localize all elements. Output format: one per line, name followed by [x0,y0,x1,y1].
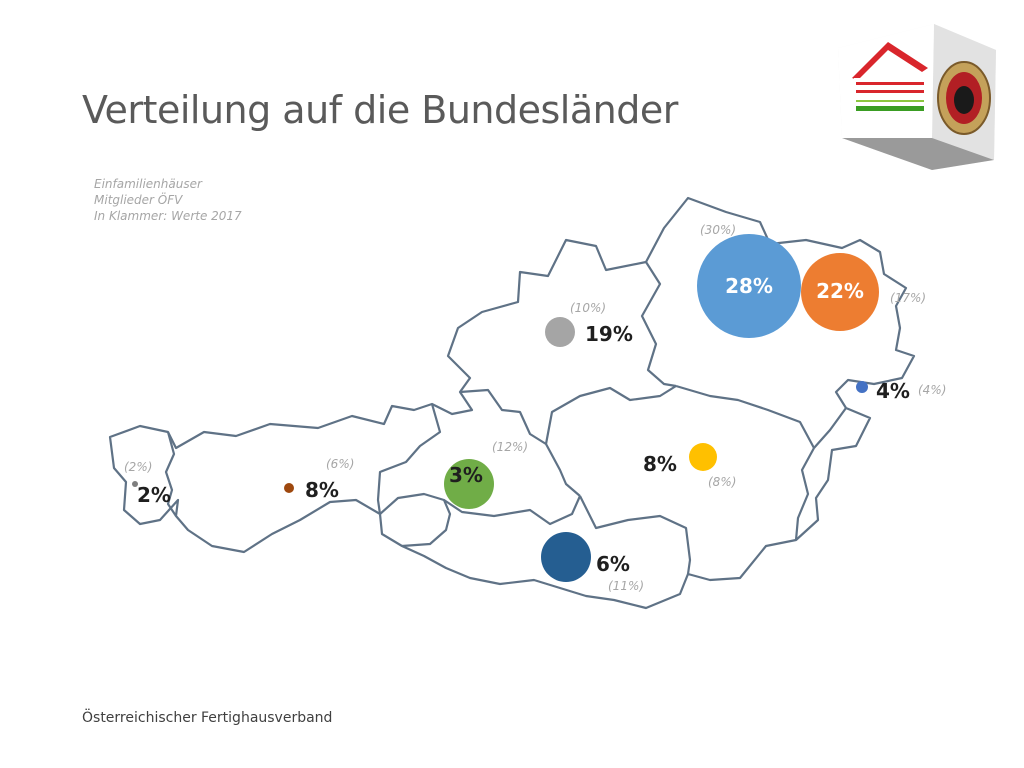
austria-outline [108,196,916,610]
fertighaus-logo [838,20,1008,170]
bubble-group-kaernten: 6% (11%) [541,532,644,593]
value-label-kaernten: 6% [596,552,630,576]
bubble-group-niederoesterreich: 28% (30%) [697,223,801,338]
bubble-group-wien: 22% (17%) [801,253,926,331]
footer-organisation: Österreichischer Fertighausverband [82,710,333,726]
value-label-burgenland: 4% [876,379,910,403]
bubble-burgenland [856,381,868,393]
border-noe-burgenland [813,407,847,449]
map-legend-note: Einfamilienhäuser Mitglieder ÖFV In Klam… [94,176,314,224]
legend-line-3: In Klammer: Werte 2017 [94,209,242,223]
border-salzburg-stmk [545,443,581,497]
value-label-wien: 22% [816,279,864,303]
quality-seal-icon [838,24,996,170]
border-salzburg-ooe [459,388,547,445]
border-stmk-burgenland [794,447,815,541]
legend-line-2: Mitglieder ÖFV [94,193,183,207]
border-ooe-noe [640,261,677,388]
bubble-tirol [284,483,294,493]
bubble-group-vorarlberg: 2% (2%) [124,460,171,507]
prev-year-label-kaernten: (11%) [608,579,644,593]
bubble-group-oberoesterreich: 19% (10%) [545,301,633,347]
border-vorarlberg [164,431,177,517]
legend-line-1: Einfamilienhäuser [94,177,202,191]
bubble-group-steiermark: 8% (8%) [643,443,736,489]
bubble-oberoesterreich [545,317,575,347]
bubble-group-salzburg: 3% (12%) [444,440,528,509]
value-label-steiermark: 8% [643,452,677,476]
border-osttirol [379,492,452,548]
bubble-salzburg [444,459,494,509]
prev-year-label-burgenland: (4%) [918,383,946,397]
prev-year-label-oberoesterreich: (10%) [570,301,606,315]
prev-year-label-tirol: (6%) [326,457,354,471]
prev-year-label-steiermark: (8%) [708,475,736,489]
bubble-steiermark [689,443,717,471]
bubble-group-tirol: 8% (6%) [284,457,354,502]
bubble-wien [801,253,879,331]
bubble-niederoesterreich [697,234,801,338]
border-noe-stmk [675,384,815,449]
prev-year-label-vorarlberg: (2%) [124,460,152,474]
bubble-kaernten [541,532,591,582]
page-title: Verteilung auf die Bundesländer [82,88,678,132]
border-ooe-stmk [544,385,677,445]
prev-year-label-wien: (17%) [890,291,926,305]
bubble-layer: 2% (2%) 8% (6%) 3% (12%) 19% (10%) 28% (30%) 22% (1… [124,223,946,593]
value-label-tirol: 8% [305,478,339,502]
bubble-group-burgenland: 4% (4%) [856,379,946,403]
border-stmk-kaernten [579,495,692,575]
bubble-vorarlberg [132,481,138,487]
value-label-niederoesterreich: 28% [725,274,773,298]
value-label-vorarlberg: 2% [137,483,171,507]
value-label-oberoesterreich: 19% [585,322,633,346]
prev-year-label-salzburg: (12%) [492,440,528,454]
border-tirol-salzburg [376,403,442,515]
value-label-salzburg: 3% [449,463,483,487]
prev-year-label-niederoesterreich: (30%) [700,223,736,237]
border-salzburg-kaernten [443,495,582,526]
